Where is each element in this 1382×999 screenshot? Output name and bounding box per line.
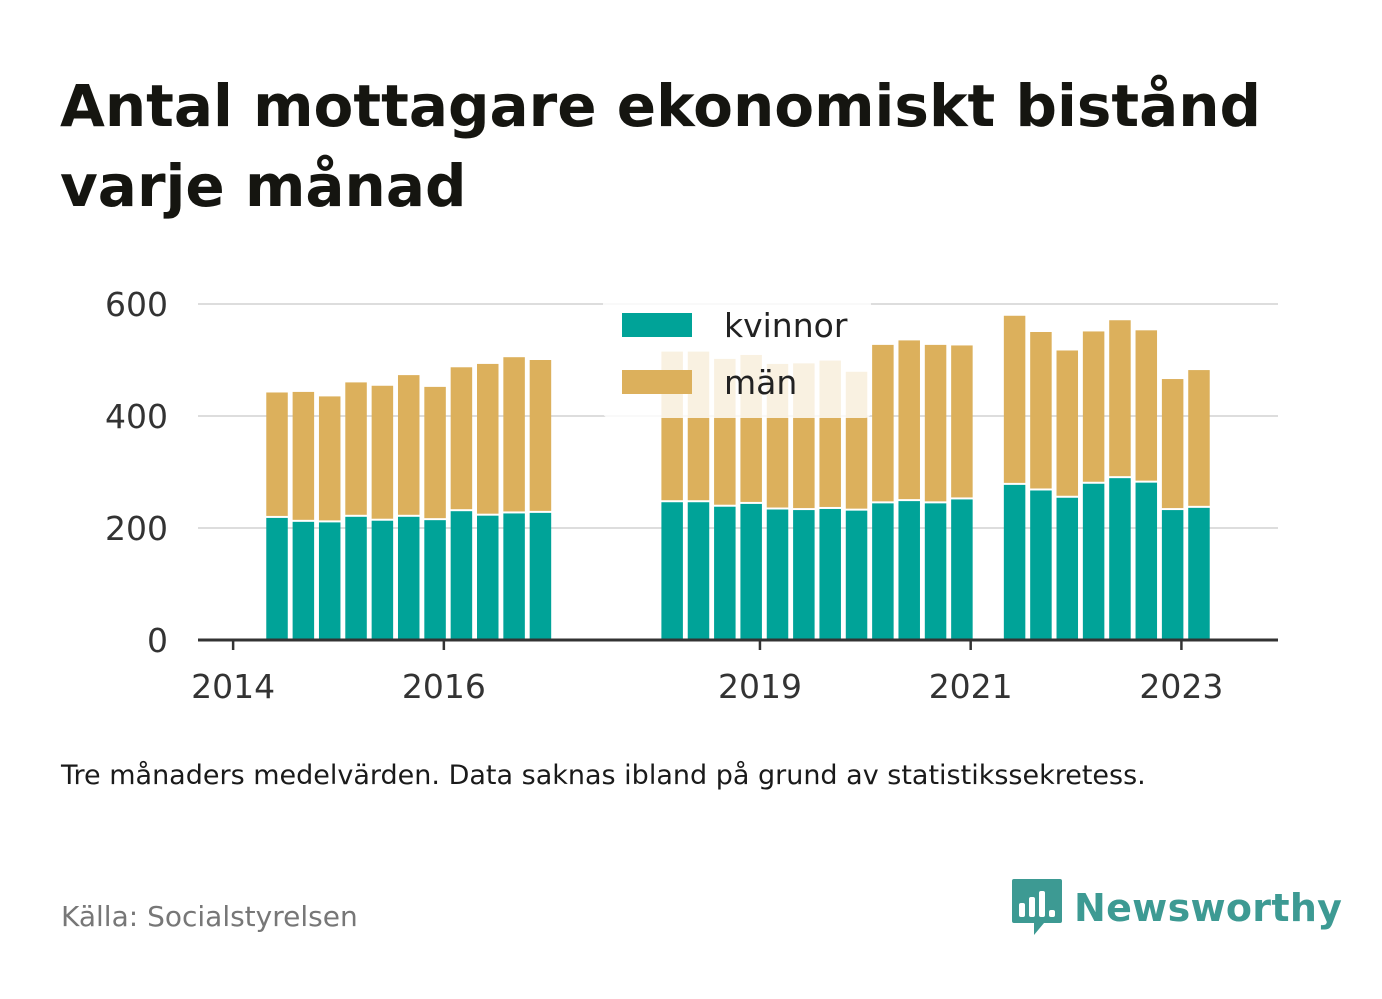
bar-kvinnor: [1056, 497, 1079, 640]
bar-kvinnor: [661, 502, 683, 640]
bar-kvinnor: [266, 517, 288, 640]
bar-kvinnor: [371, 520, 394, 640]
bar-kvinnor: [1003, 484, 1026, 640]
bar-kvinnor: [1135, 482, 1158, 640]
y-tick-label: 400: [105, 397, 168, 436]
bar-man: [397, 375, 420, 515]
x-tick-label: 2021: [929, 667, 1013, 706]
newsworthy-logo[interactable]: Newsworthy: [1010, 876, 1342, 940]
bar-kvinnor: [318, 522, 341, 640]
bar-man: [1082, 331, 1105, 482]
bar-kvinnor: [503, 513, 525, 640]
legend-label-man: män: [724, 363, 797, 402]
y-tick-label: 0: [147, 621, 168, 660]
bars-group: [266, 315, 1210, 640]
bar-kvinnor: [793, 510, 815, 640]
bar-man: [1030, 332, 1052, 489]
bar-man: [924, 344, 947, 502]
bar-man: [1188, 370, 1210, 506]
bar-chart: 0 200 400 600 2014 2016 2019 2021 2023 kvinnor …: [105, 285, 1278, 706]
x-tick-label: 2016: [402, 667, 486, 706]
y-axis-ticks: 0 200 400 600: [105, 285, 168, 660]
x-tick-label: 2023: [1139, 667, 1223, 706]
newsworthy-logo-icon: [1012, 879, 1062, 935]
x-tick-label: 2014: [191, 667, 275, 706]
bar-kvinnor: [477, 515, 499, 640]
bar-man: [872, 344, 894, 502]
bar-man: [1109, 320, 1131, 477]
x-tick-label: 2019: [718, 667, 802, 706]
bar-kvinnor: [1082, 483, 1105, 640]
legend-label-kvinnor: kvinnor: [724, 306, 848, 345]
bar-man: [318, 396, 341, 521]
bar-kvinnor: [397, 516, 420, 640]
bar-kvinnor: [424, 520, 446, 640]
y-tick-label: 200: [105, 509, 168, 548]
bar-man: [1161, 379, 1184, 509]
legend-swatch-kvinnor: [622, 313, 692, 337]
bar-kvinnor: [714, 506, 736, 640]
bar-kvinnor: [819, 508, 841, 640]
bar-man: [951, 345, 973, 498]
brand-name: Newsworthy: [1074, 886, 1343, 930]
chart-title: Antal mottagare ekonomiskt bistånd varje…: [60, 72, 1262, 220]
bar-kvinnor: [1161, 510, 1184, 640]
bar-man: [345, 382, 367, 515]
bar-man: [266, 392, 288, 516]
bar-kvinnor: [898, 501, 920, 640]
legend: kvinnor män: [603, 298, 871, 418]
bar-man: [450, 367, 473, 510]
bar-kvinnor: [1188, 507, 1210, 640]
bar-kvinnor: [1109, 478, 1131, 640]
legend-swatch-man: [622, 370, 692, 394]
bar-man: [424, 386, 446, 519]
chart-note: Tre månaders medelvärden. Data saknas ib…: [61, 760, 1146, 791]
bar-man: [503, 357, 525, 512]
y-tick-label: 600: [105, 285, 168, 324]
bar-man: [529, 360, 552, 511]
x-axis-ticks: 2014 2016 2019 2021 2023: [191, 640, 1223, 706]
bar-man: [1135, 330, 1158, 481]
bar-kvinnor: [924, 503, 947, 640]
source-text: Källa: Socialstyrelsen: [61, 900, 358, 933]
bar-kvinnor: [872, 503, 894, 640]
bar-man: [898, 340, 920, 500]
bar-kvinnor: [529, 512, 552, 640]
bar-kvinnor: [740, 503, 762, 640]
bar-man: [1003, 315, 1026, 483]
bar-man: [292, 391, 315, 520]
bar-kvinnor: [1030, 490, 1052, 640]
bar-kvinnor: [845, 510, 868, 640]
bar-kvinnor: [292, 521, 315, 640]
bar-man: [477, 363, 499, 514]
bar-kvinnor: [951, 499, 973, 640]
bar-kvinnor: [345, 516, 367, 640]
bar-kvinnor: [450, 511, 473, 640]
bar-man: [371, 385, 394, 519]
bar-kvinnor: [687, 502, 710, 640]
bar-man: [1056, 350, 1079, 496]
bar-kvinnor: [766, 509, 789, 640]
